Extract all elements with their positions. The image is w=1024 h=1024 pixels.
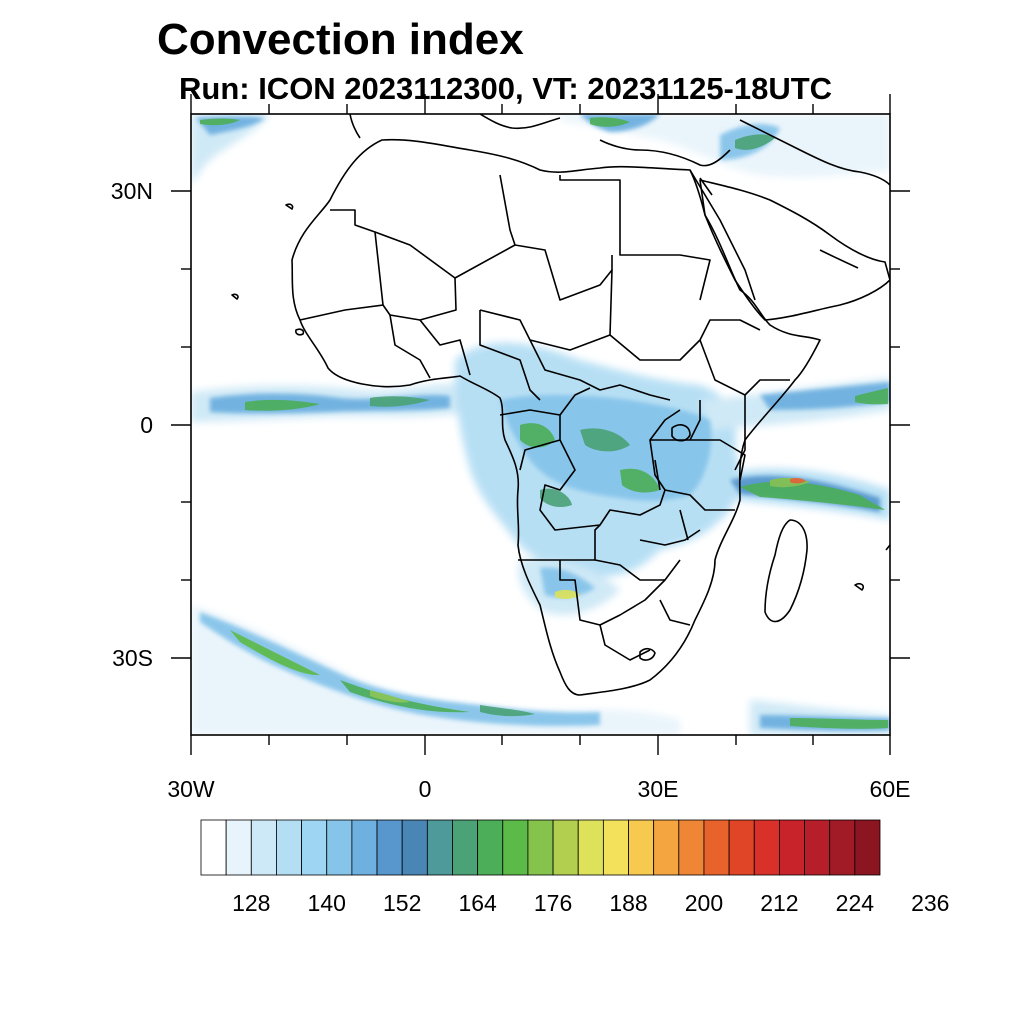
colorbar-label: 212 [760, 890, 798, 916]
colorbar-swatch [653, 819, 680, 876]
colorbar-swatch [376, 819, 403, 876]
colorbar-swatch [225, 819, 252, 876]
colorbar-swatch [502, 819, 529, 876]
colorbar-swatch [854, 819, 881, 876]
colorbar-swatch [628, 819, 655, 876]
colorbar-swatch [829, 819, 856, 876]
colorbar-label: 188 [609, 890, 647, 916]
colorbar-swatch [200, 819, 227, 876]
colorbar-swatch [477, 819, 504, 876]
colorbar-swatch [678, 819, 705, 876]
axis-ticks [171, 94, 910, 755]
colorbar-swatch [602, 819, 629, 876]
colorbar-label: 140 [308, 890, 346, 916]
colorbar-swatch [452, 819, 479, 876]
colorbar-swatch [276, 819, 302, 876]
colorbar-swatch [527, 819, 554, 876]
colorbar-swatch [326, 819, 353, 876]
colorbar-label: 164 [458, 890, 497, 916]
colorbar-swatch [250, 819, 277, 876]
colorbar-swatch [753, 819, 780, 876]
convection-field [191, 114, 890, 735]
colorbar-swatch [577, 819, 604, 876]
colorbar-swatch [728, 819, 755, 876]
colorbar-label: 176 [534, 890, 572, 916]
colorbar-label: 236 [911, 890, 949, 916]
colorbar-label: 152 [383, 890, 421, 916]
colorbar-label: 200 [685, 890, 723, 916]
chart-subtitle: Run: ICON 2023112300, VT: 20231125-18UTC [179, 71, 833, 106]
colorbar-swatch [703, 819, 730, 876]
colorbar [200, 819, 881, 876]
colorbar-swatch [804, 819, 831, 876]
colorbar-swatch [301, 819, 328, 876]
colorbar-swatch [779, 819, 805, 876]
colorbar-swatch [351, 819, 378, 876]
colorbar-labels: 128 140 152 164 176 188 200 212 224 236 [232, 890, 949, 916]
lon-label-30w: 30W [167, 776, 215, 802]
colorbar-swatch [552, 819, 579, 876]
lat-label-0: 0 [140, 412, 153, 438]
colorbar-label: 128 [232, 890, 270, 916]
lon-label-30e: 30E [638, 776, 679, 802]
colorbar-swatch [401, 819, 428, 876]
coastlines [231, 114, 890, 696]
lon-label-60e: 60E [870, 776, 911, 802]
colorbar-label: 224 [836, 890, 875, 916]
colorbar-swatch [426, 819, 453, 876]
lat-label-30n: 30N [111, 178, 153, 204]
lat-label-30s: 30S [112, 645, 153, 671]
lon-label-0: 0 [419, 776, 432, 802]
chart-title: Convection index [157, 15, 524, 64]
